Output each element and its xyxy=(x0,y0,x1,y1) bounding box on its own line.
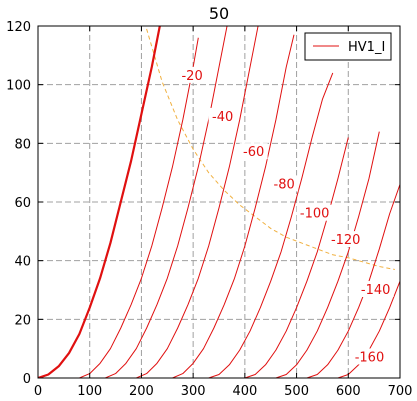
series-line-grid-minus-120 xyxy=(244,137,349,378)
curve-label-bg xyxy=(208,107,237,124)
curve-label-bg xyxy=(357,281,394,297)
curve-label-text: -60 xyxy=(243,145,264,160)
curve-label-bg xyxy=(239,143,268,160)
curve-label-text: -40 xyxy=(212,110,233,125)
series-line-grid-minus-100 xyxy=(208,72,334,378)
curve-label: -20 xyxy=(178,66,207,84)
curve-label-text: -100 xyxy=(300,207,330,222)
axes: 0 100 200 300 400 500 600 700 0 20 40 60 80 100 120 xyxy=(6,20,412,399)
curve-label-bg xyxy=(178,66,207,83)
grid-lines xyxy=(38,26,400,378)
y-tick-label: 40 xyxy=(14,255,31,270)
x-tick-label: 500 xyxy=(284,384,309,399)
curve-label-bg xyxy=(270,175,299,192)
plot-area: -20 -40 -60 -80 -100-120 -140 -160 xyxy=(38,26,400,378)
curve-label: -140 xyxy=(357,281,394,298)
curve-label-bg xyxy=(327,231,364,248)
curve-label: -60 xyxy=(239,143,268,160)
y-tick-label: 0 xyxy=(23,372,31,387)
y-tick-label: 20 xyxy=(14,313,31,328)
series-line-grid-minus-60 xyxy=(136,26,259,378)
x-tick-label: 300 xyxy=(181,384,206,399)
y-tick-label: 60 xyxy=(14,196,31,211)
chart-title: 50 xyxy=(209,4,229,23)
x-tick-label: 0 xyxy=(34,384,42,399)
load-line xyxy=(146,28,395,270)
x-tick-label: 100 xyxy=(77,384,102,399)
series-line-grid-minus-160 xyxy=(306,184,400,378)
legend-label-hv1-i: HV1_I xyxy=(348,40,385,55)
curve-label: -40 xyxy=(208,107,237,125)
x-tick-label: 700 xyxy=(388,384,413,399)
curve-label: -80 xyxy=(270,175,299,192)
series-line-grid-minus-80 xyxy=(172,34,295,378)
curve-label: -100 xyxy=(296,204,333,222)
series-line-grid-minus-140 xyxy=(275,131,380,378)
curve-label: -120 xyxy=(327,231,364,248)
curve-label-text: -140 xyxy=(361,283,391,298)
series-line-grid-minus-20 xyxy=(79,37,199,378)
x-tick-label: 600 xyxy=(336,384,361,399)
curve-label-text: -160 xyxy=(355,350,385,365)
x-tick-label: 400 xyxy=(232,384,257,399)
curve-label-bg xyxy=(351,348,388,365)
y-tick-label: 80 xyxy=(14,137,31,152)
curve-label-text: -80 xyxy=(274,177,295,192)
curve-label-text: -20 xyxy=(181,69,202,84)
y-tick-label: 100 xyxy=(6,79,31,94)
x-tick-label: 200 xyxy=(129,384,154,399)
y-tick-label: 120 xyxy=(6,20,31,35)
curve-label-bg xyxy=(296,204,333,221)
legend: HV1_I xyxy=(304,32,392,61)
series-line-grid-0 xyxy=(38,26,161,378)
curve-label-text: -120 xyxy=(331,233,361,248)
curve-label: -160 xyxy=(351,348,388,365)
